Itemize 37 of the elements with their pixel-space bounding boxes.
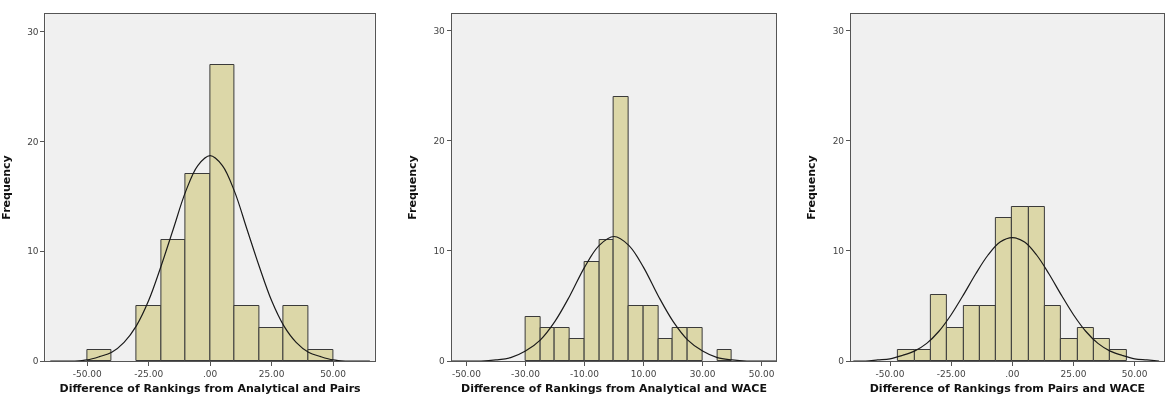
y-tick-label: 0 — [439, 356, 446, 367]
x-tick-label: -25.00 — [936, 368, 966, 379]
y-tick-label: 0 — [32, 356, 39, 367]
x-axis-title: Difference of Rankings from Analytical and Pairs — [59, 382, 362, 395]
x-tick-label: 50.00 — [1121, 368, 1148, 379]
y-tick-label: 20 — [832, 135, 845, 146]
x-tick-label: 25.00 — [1060, 368, 1087, 379]
x-tick-label: -25.00 — [134, 368, 164, 379]
y-axis-title: Frequency — [805, 155, 819, 220]
y-tick-label: 0 — [838, 356, 845, 367]
x-tick-label: -50.00 — [451, 368, 482, 379]
line-series — [852, 237, 1160, 361]
x-tick-label: 10.00 — [630, 368, 657, 379]
x-tick-label: -10.00 — [569, 368, 600, 379]
y-tick-label: 30 — [832, 25, 845, 36]
x-tick-label: -50.00 — [875, 368, 905, 379]
y-tick-label: 30 — [27, 26, 39, 37]
x-tick-label: -30.00 — [510, 368, 541, 379]
y-tick-label: 20 — [433, 135, 446, 146]
x-tick-label: 50.00 — [320, 368, 347, 379]
y-tick-label: 30 — [433, 25, 446, 36]
x-tick-label: -50.00 — [72, 368, 102, 379]
line-series — [451, 235, 777, 361]
x-axis-title: Difference of Rankings from Pairs and WACE — [869, 382, 1146, 395]
y-axis-title: Frequency — [0, 155, 13, 220]
line-series — [49, 155, 371, 361]
y-tick-label: 10 — [27, 246, 39, 257]
y-tick-label: 10 — [832, 245, 845, 256]
x-axis-title: Difference of Rankings from Analytical and WACE — [461, 382, 767, 395]
x-tick-label: 25.00 — [258, 368, 285, 379]
y-tick-label: 20 — [27, 136, 39, 147]
y-axis-title: Frequency — [406, 155, 420, 220]
x-tick-label: .00 — [1005, 368, 1020, 379]
y-tick-label: 10 — [433, 245, 446, 256]
x-tick-label: 50.00 — [748, 368, 775, 379]
x-tick-label: .00 — [202, 368, 218, 379]
x-tick-label: 30.00 — [689, 368, 716, 379]
